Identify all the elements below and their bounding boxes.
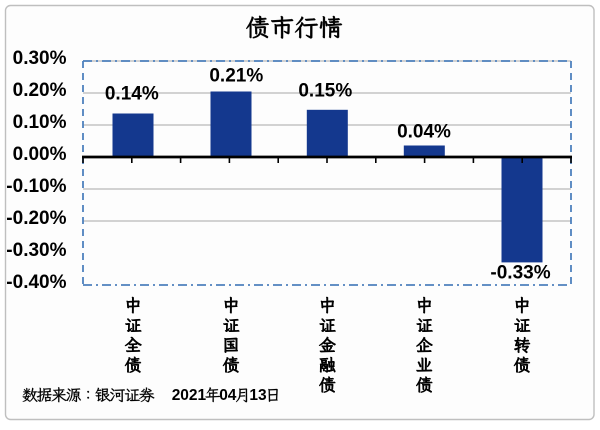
svg-text:0.20%: 0.20% bbox=[13, 80, 67, 101]
svg-text:0.14%: 0.14% bbox=[105, 83, 159, 104]
svg-text:0.04%: 0.04% bbox=[397, 122, 451, 143]
svg-text:0.15%: 0.15% bbox=[298, 81, 352, 102]
svg-text:04: 04 bbox=[219, 387, 237, 404]
svg-text:-0.30%: -0.30% bbox=[6, 240, 66, 261]
svg-text:-0.40%: -0.40% bbox=[6, 272, 66, 293]
svg-text:0.10%: 0.10% bbox=[13, 112, 67, 133]
svg-text:0.00%: 0.00% bbox=[13, 144, 67, 165]
svg-text:-0.33%: -0.33% bbox=[490, 263, 550, 284]
svg-text:2021: 2021 bbox=[172, 387, 207, 404]
svg-text:13: 13 bbox=[249, 387, 267, 404]
svg-text:-0.10%: -0.10% bbox=[6, 176, 66, 197]
svg-text:-0.20%: -0.20% bbox=[6, 208, 66, 229]
svg-text:0.21%: 0.21% bbox=[209, 66, 263, 87]
svg-text:0.30%: 0.30% bbox=[13, 48, 67, 69]
